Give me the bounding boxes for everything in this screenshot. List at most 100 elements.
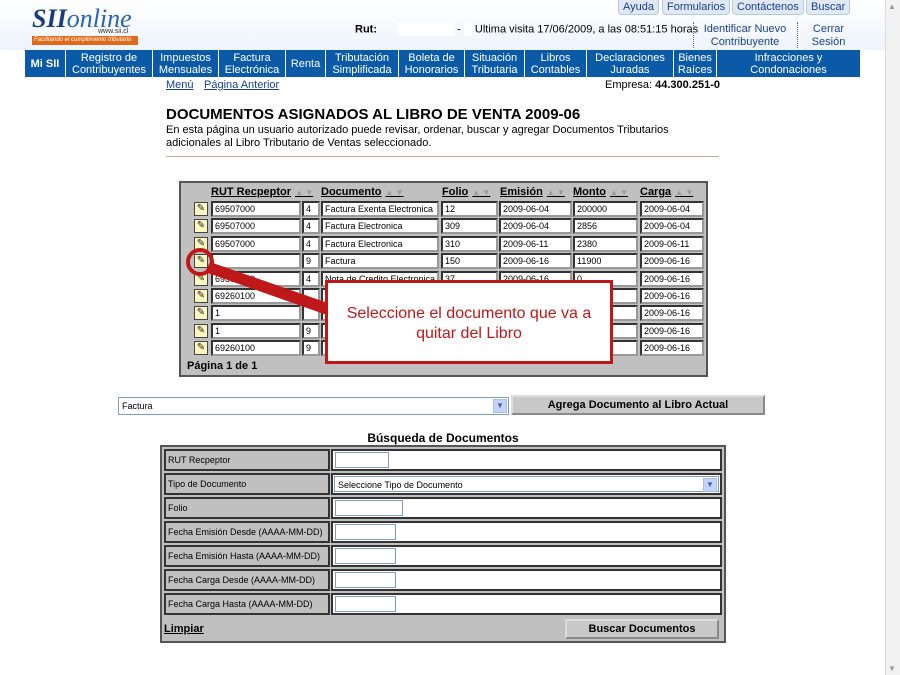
grid-cell: 150 [441, 253, 498, 270]
sort-icon[interactable]: ▲ ▼ [675, 188, 694, 197]
tipo-placeholder: Seleccione Tipo de Documento [338, 480, 463, 490]
sort-icon[interactable]: ▲ ▼ [546, 188, 565, 197]
identify-new-link[interactable]: Identificar Nuevo Contribuyente [703, 23, 787, 48]
field-container [331, 593, 722, 615]
grid-cell: 9 [302, 340, 320, 357]
field-label: Tipo de Documento [164, 473, 330, 495]
edit-icon[interactable]: ✎ [194, 202, 208, 216]
sii-logo[interactable]: SIIonline www.sii.cl Facilitando el cump… [32, 4, 138, 45]
edit-icon[interactable]: ✎ [194, 254, 208, 269]
field-container [331, 449, 722, 471]
scrollbar[interactable]: ▲ ▼ [885, 0, 900, 675]
grid-cell: 69507000 [211, 201, 301, 217]
grid-cell: 69260100 [211, 340, 301, 357]
logo-site: www.sii.cl [98, 28, 129, 35]
instruction-callout: Seleccione el documento que va a quitar … [325, 280, 613, 364]
link-ayuda[interactable]: Ayuda [618, 0, 659, 15]
field-container [331, 521, 722, 543]
field-label: Folio [164, 497, 330, 519]
nav-factura[interactable]: Factura Electrónica [219, 50, 286, 77]
edit-icon[interactable]: ✎ [194, 289, 208, 303]
column-label: Folio [442, 186, 469, 198]
field-container [331, 545, 722, 567]
last-visit: Ultima visita 17/06/2009, a las 08:51:15… [474, 23, 699, 36]
grid-cell: 2009-06-04 [640, 218, 704, 235]
search-button[interactable]: Buscar Documentos [565, 619, 719, 639]
edit-icon[interactable]: ✎ [194, 219, 208, 234]
field-label: Fecha Carga Desde (AAAA-MM-DD) [164, 569, 330, 591]
edit-icon[interactable]: ✎ [194, 323, 208, 338]
column-label: Carga [640, 186, 672, 198]
column-header[interactable]: Carga ▲ ▼ [640, 186, 693, 198]
sort-icon[interactable]: ▲ ▼ [472, 188, 491, 197]
grid-cell: 2009-06-16 [640, 340, 704, 357]
nav-libros[interactable]: Libros Contables [525, 50, 587, 77]
grid-cell: 310 [441, 235, 498, 252]
grid-cell: 2009-06-04 [640, 201, 704, 217]
logo-tagline: Facilitando el cumplimiento tributario [32, 36, 138, 45]
column-header[interactable]: RUT Recpeptor ▲ ▼ [211, 186, 313, 198]
search-input[interactable] [335, 596, 396, 612]
field-label: Fecha Emisión Hasta (AAAA-MM-DD) [164, 545, 330, 567]
column-header[interactable]: Documento ▲ ▼ [321, 186, 404, 198]
field-label: Fecha Emisión Desde (AAAA-MM-DD) [164, 521, 330, 543]
scroll-down-icon[interactable]: ▼ [888, 664, 896, 673]
nav-mi-sii[interactable]: Mi SII [25, 50, 66, 77]
column-header[interactable]: Monto ▲ ▼ [573, 186, 628, 198]
rut-label: Rut: [355, 23, 377, 36]
field-container [331, 569, 722, 591]
divider [166, 156, 719, 157]
grid-cell: 2009-06-16 [640, 305, 704, 322]
search-input[interactable] [335, 524, 396, 540]
nav-renta[interactable]: Renta [286, 50, 326, 77]
grid-cell: Factura Electronica [321, 235, 439, 252]
link-formularios[interactable]: Formularios [662, 0, 731, 15]
nav-impuestos[interactable]: Impuestos Mensuales [153, 50, 219, 77]
link-buscar[interactable]: Buscar [806, 0, 851, 15]
search-form: RUT Recpeptor Tipo de Documento Seleccione… [160, 445, 726, 643]
grid-cell: 2009-06-11 [499, 235, 572, 252]
search-input[interactable] [335, 452, 389, 468]
grid-cell: 1 [211, 305, 301, 322]
column-label: RUT Recpeptor [211, 186, 292, 198]
logout-link[interactable]: Cerrar Sesión [811, 23, 846, 48]
nav-tributacion[interactable]: Tributación Simplificada [326, 50, 399, 77]
page-description: En esta página un usuario autorizado pue… [166, 124, 669, 149]
link-contactenos[interactable]: Contáctenos [732, 0, 804, 15]
clear-link[interactable]: Limpiar [164, 623, 204, 635]
tipo-documento-select[interactable]: Seleccione Tipo de Documento ▼ [334, 476, 719, 492]
column-header[interactable]: Emisión ▲ ▼ [500, 186, 565, 198]
sort-icon[interactable]: ▲ ▼ [385, 188, 404, 197]
nav-infracciones[interactable]: Infracciones y Condonaciones [750, 51, 827, 76]
grid-cell: 69507000 [211, 218, 301, 235]
sort-icon[interactable]: ▲ ▼ [609, 188, 629, 197]
scroll-up-icon[interactable]: ▲ [888, 2, 896, 11]
column-label: Monto [573, 186, 606, 198]
column-header[interactable]: Folio ▲ ▼ [442, 186, 490, 198]
search-input[interactable] [335, 500, 403, 516]
nav-situacion[interactable]: Situación Tributaria [465, 50, 525, 77]
nav-boleta[interactable]: Boleta de Honorarios [399, 50, 465, 77]
grid-cell: Factura Exenta Electronica [321, 201, 439, 217]
edit-icon[interactable]: ✎ [194, 306, 208, 321]
search-input[interactable] [335, 548, 396, 564]
document-type-select[interactable]: Factura ▼ [118, 397, 509, 415]
column-label: Emisión [500, 186, 543, 198]
logo-text: SIIonline [32, 4, 132, 33]
sort-icon[interactable]: ▲ ▼ [295, 188, 314, 197]
add-document-button[interactable]: Agrega Documento al Libro Actual [511, 395, 765, 415]
nav-bienes[interactable]: Bienes Raíces [674, 50, 717, 77]
menu-link[interactable]: Menú [166, 79, 194, 91]
empresa-label: Empresa: [605, 79, 653, 91]
nav-registro[interactable]: Registro de Contribuyentes [66, 50, 153, 77]
rut-value [398, 23, 455, 36]
search-input[interactable] [335, 572, 396, 588]
back-link[interactable]: Página Anterior [204, 79, 280, 91]
edit-icon[interactable]: ✎ [194, 341, 208, 356]
grid-cell: 69507000 [211, 235, 301, 252]
grid-cell: 4 [302, 270, 320, 287]
nav-declaraciones[interactable]: Declaraciones Juradas [587, 50, 674, 77]
rut-separator: - [457, 23, 461, 36]
empresa-value: 44.300.251-0 [655, 79, 720, 91]
grid-cell: Factura [321, 253, 439, 270]
